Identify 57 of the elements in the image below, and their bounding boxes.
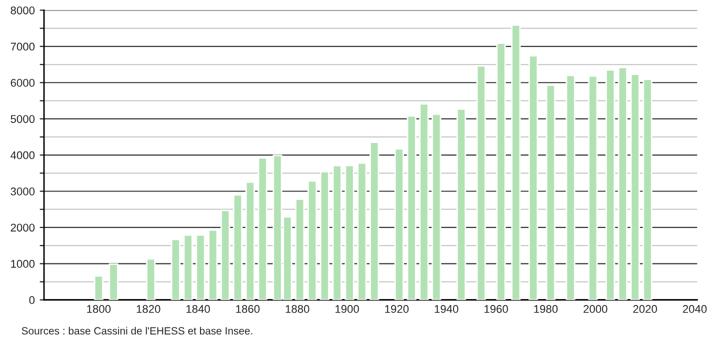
x-tick-label: 2040 — [682, 305, 707, 313]
bar — [588, 75, 598, 300]
x-tick-label: 1880 — [286, 305, 310, 313]
y-tick-label: 1000 — [11, 260, 35, 268]
bar — [419, 103, 429, 300]
y-tick-label: 7000 — [10, 42, 35, 51]
bar — [94, 275, 104, 300]
bar — [476, 65, 486, 300]
bar — [630, 74, 640, 300]
y-tick-label: 4000 — [10, 151, 35, 160]
bar — [232, 194, 243, 300]
bar — [170, 238, 180, 300]
y-tick-label: 2000 — [10, 224, 35, 232]
x-tick-label: 1900 — [336, 305, 359, 313]
bar — [528, 55, 538, 300]
y-tick-label: 0 — [29, 296, 35, 304]
x-tick-label: 1920 — [385, 305, 409, 313]
y-tick-label: 5000 — [10, 115, 35, 123]
bar — [432, 113, 442, 300]
bar — [357, 162, 367, 300]
bar — [511, 24, 521, 300]
x-tick-label: 1840 — [186, 305, 210, 313]
bar — [146, 258, 156, 300]
bar — [196, 234, 206, 300]
x-tick-label: 2020 — [633, 305, 657, 313]
bar — [618, 66, 628, 300]
bar — [183, 234, 193, 300]
bar — [108, 263, 118, 300]
bar — [370, 142, 380, 300]
bar — [394, 148, 404, 300]
x-tick-label: 1820 — [136, 305, 160, 313]
x-tick-label: 1960 — [484, 305, 508, 313]
bar — [406, 115, 416, 300]
x-tick-label: 1980 — [534, 305, 558, 313]
bar — [245, 182, 255, 300]
y-tick-label: 6000 — [10, 78, 35, 87]
bar — [295, 198, 305, 300]
bar — [320, 171, 330, 300]
bar — [606, 69, 616, 300]
bar — [307, 180, 318, 300]
x-tick-label: 2000 — [584, 305, 608, 313]
bar — [566, 74, 576, 300]
bar — [546, 84, 556, 300]
y-tick-label: 3000 — [10, 188, 35, 196]
bar — [208, 229, 218, 300]
bar — [344, 164, 354, 300]
x-tick-label: 1860 — [236, 305, 260, 313]
bar — [642, 78, 652, 300]
x-tick-label: 1940 — [434, 305, 458, 313]
bar — [332, 164, 342, 300]
bar — [496, 42, 506, 300]
bar — [258, 157, 268, 300]
bar — [220, 210, 230, 300]
bar — [456, 108, 466, 300]
x-tick-label: 1800 — [87, 305, 111, 313]
source-note: Sources : base Cassini de l'EHESS et base Insee. — [22, 326, 252, 335]
y-tick-label: 8000 — [10, 6, 35, 14]
